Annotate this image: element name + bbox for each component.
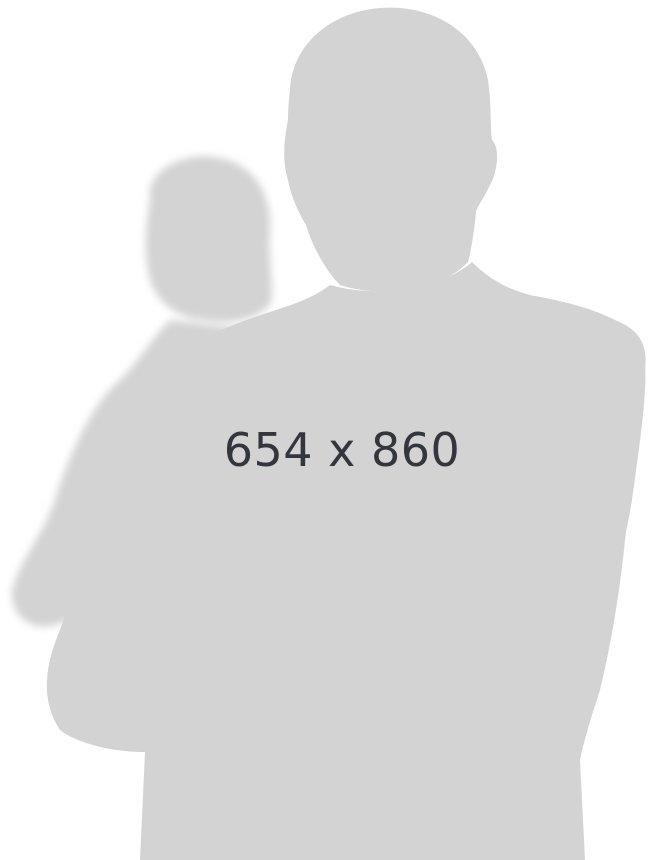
dimension-label: 654 x 860	[223, 423, 461, 477]
